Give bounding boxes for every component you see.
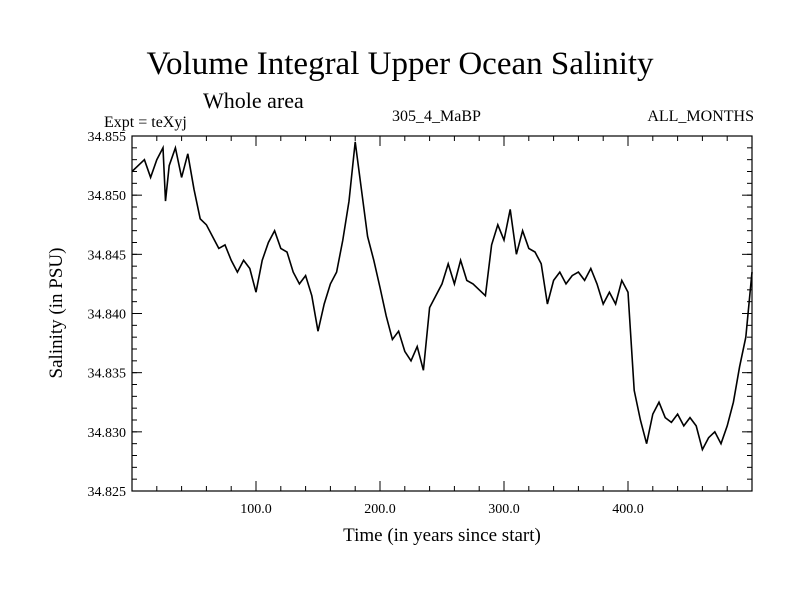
x-tick-label: 100.0	[240, 502, 272, 517]
x-tick-label: 200.0	[364, 502, 396, 517]
plot-frame	[131, 135, 753, 492]
x-tick-label: 400.0	[612, 502, 644, 517]
chart-subtitle: Whole area	[203, 88, 304, 113]
y-axis-label: Salinity (in PSU)	[46, 248, 67, 379]
y-tick-label: 34.850	[88, 189, 127, 204]
y-tick-label: 34.825	[88, 485, 127, 500]
x-tick-label: 300.0	[488, 502, 520, 517]
chart-title: Volume Integral Upper Ocean Salinity	[146, 46, 654, 82]
series-line	[131, 141, 753, 452]
x-axis-label: Time (in years since start)	[343, 525, 541, 546]
axis-ticks	[132, 135, 752, 492]
axis-tick-labels: 100.0 200.0 300.0 400.0 34.825 34.830 34.835 34…	[88, 130, 644, 517]
y-tick-label: 34.840	[88, 308, 127, 323]
months-label: ALL_MONTHS	[647, 108, 754, 125]
experiment-label: Expt = teXyj	[104, 114, 187, 131]
run-label: 305_4_MaBP	[392, 108, 481, 125]
y-tick-label: 34.855	[88, 130, 127, 145]
y-tick-label: 34.830	[88, 426, 127, 441]
y-tick-label: 34.835	[88, 367, 127, 382]
y-tick-label: 34.845	[88, 248, 127, 263]
